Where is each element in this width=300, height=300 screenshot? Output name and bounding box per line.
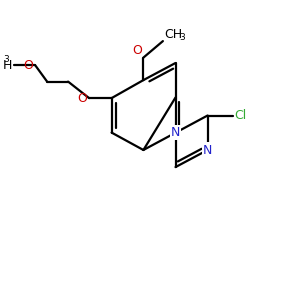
Text: Cl: Cl <box>235 109 247 122</box>
Text: N: N <box>171 126 180 139</box>
Text: CH: CH <box>164 28 182 40</box>
Text: 3: 3 <box>179 33 185 42</box>
Text: O: O <box>78 92 88 105</box>
Text: H: H <box>3 58 13 72</box>
Text: 3: 3 <box>4 55 9 64</box>
Text: O: O <box>132 44 142 57</box>
Text: O: O <box>24 58 34 72</box>
Text: N: N <box>203 143 212 157</box>
